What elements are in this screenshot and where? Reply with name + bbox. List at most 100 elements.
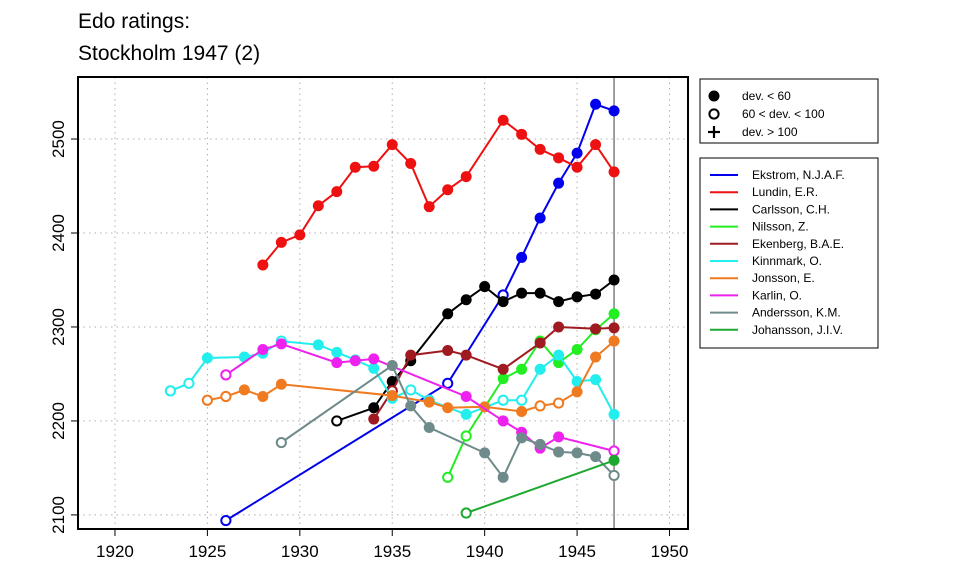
data-point — [516, 287, 528, 299]
data-point — [220, 390, 232, 403]
data-point — [553, 296, 565, 308]
y-tick-label: 2100 — [49, 496, 68, 534]
data-point — [590, 98, 602, 110]
data-point — [164, 385, 177, 397]
series-ekenberg-b-a-e — [368, 321, 620, 425]
series-legend: Ekstrom, N.J.A.F. Lundin, E.R. Carlsson, C… — [699, 157, 879, 349]
data-point — [516, 406, 528, 418]
data-point — [294, 229, 306, 241]
data-point — [571, 147, 583, 159]
data-point — [442, 344, 454, 356]
series-line — [372, 325, 615, 420]
data-point — [405, 384, 417, 396]
data-point — [516, 251, 528, 263]
marker-legend-label: dev. > 100 — [742, 125, 798, 139]
data-point — [201, 394, 213, 406]
data-point — [497, 363, 509, 375]
series-line — [262, 118, 615, 266]
data-point — [590, 139, 602, 151]
x-tick-label: 1945 — [558, 542, 596, 561]
data-point — [590, 351, 602, 363]
data-point — [275, 436, 287, 449]
data-point — [368, 160, 380, 172]
data-point — [331, 186, 343, 198]
data-point — [553, 152, 565, 164]
data-point — [368, 402, 380, 414]
axes: 1920 1925 1930 1935 1940 1945 1950 2100 2200 2300… — [49, 120, 688, 561]
data-point — [534, 143, 546, 155]
data-point — [590, 374, 602, 386]
data-point — [608, 408, 620, 420]
data-point — [497, 394, 509, 406]
x-tick-label: 1940 — [466, 542, 504, 561]
data-point — [442, 402, 454, 414]
data-point — [590, 323, 602, 335]
y-tick-label: 2300 — [49, 308, 68, 346]
data-point — [516, 128, 528, 140]
data-point — [331, 346, 343, 358]
data-point — [608, 105, 620, 117]
series-group — [164, 98, 620, 527]
data-point — [516, 432, 528, 444]
legend-marker-plus — [708, 126, 720, 138]
data-point — [608, 308, 620, 320]
data-point — [275, 338, 287, 350]
legend-label: Carlsson, C.H. — [752, 202, 830, 216]
series-legend-box — [699, 157, 879, 349]
x-tick-label: 1950 — [651, 542, 689, 561]
data-point — [608, 166, 620, 178]
y-tick-label: 2400 — [49, 214, 68, 252]
data-point — [460, 408, 472, 420]
data-point — [553, 397, 565, 409]
data-point — [460, 391, 472, 403]
data-point — [590, 451, 602, 463]
legend-label: Ekstrom, N.J.A.F. — [752, 168, 845, 182]
data-point — [442, 184, 454, 196]
data-point — [571, 344, 583, 356]
data-point — [497, 373, 509, 385]
data-point — [534, 287, 546, 299]
data-point — [553, 321, 565, 333]
data-point — [275, 236, 287, 248]
data-point — [608, 469, 620, 482]
data-point — [460, 430, 472, 442]
series-jonsson-e — [201, 335, 620, 418]
series-carlsson-c-h — [331, 274, 620, 427]
data-point — [534, 337, 546, 349]
data-point — [331, 415, 343, 427]
chart-title: Edo ratings: — [78, 10, 190, 33]
data-point — [405, 349, 417, 361]
data-point — [497, 471, 509, 483]
data-point — [405, 157, 417, 169]
data-point — [423, 422, 435, 434]
data-point — [516, 363, 528, 375]
data-point — [497, 415, 509, 427]
x-tick-label: 1930 — [281, 542, 319, 561]
data-point — [534, 363, 546, 375]
data-point — [608, 454, 620, 466]
data-point — [571, 386, 583, 398]
data-point — [608, 335, 620, 347]
x-tick-label: 1925 — [188, 542, 226, 561]
data-point — [312, 200, 324, 212]
data-point — [275, 378, 287, 390]
data-point — [497, 296, 509, 308]
legend-marker-open — [708, 108, 720, 120]
data-point — [386, 139, 398, 151]
data-point — [442, 471, 454, 483]
series-line — [465, 459, 615, 514]
chart-subtitle: Stockholm 1947 (2) — [78, 42, 260, 65]
data-point — [312, 339, 324, 351]
data-point — [368, 353, 380, 365]
legend-label: Andersson, K.M. — [752, 306, 841, 320]
data-point — [257, 344, 269, 356]
data-point — [257, 391, 269, 403]
data-point — [571, 161, 583, 173]
data-point — [608, 274, 620, 286]
marker-legend-label: dev. < 60 — [742, 89, 791, 103]
data-point — [534, 212, 546, 224]
data-point — [553, 431, 565, 443]
series-line — [446, 313, 615, 478]
legend-label: Lundin, E.R. — [752, 185, 818, 199]
